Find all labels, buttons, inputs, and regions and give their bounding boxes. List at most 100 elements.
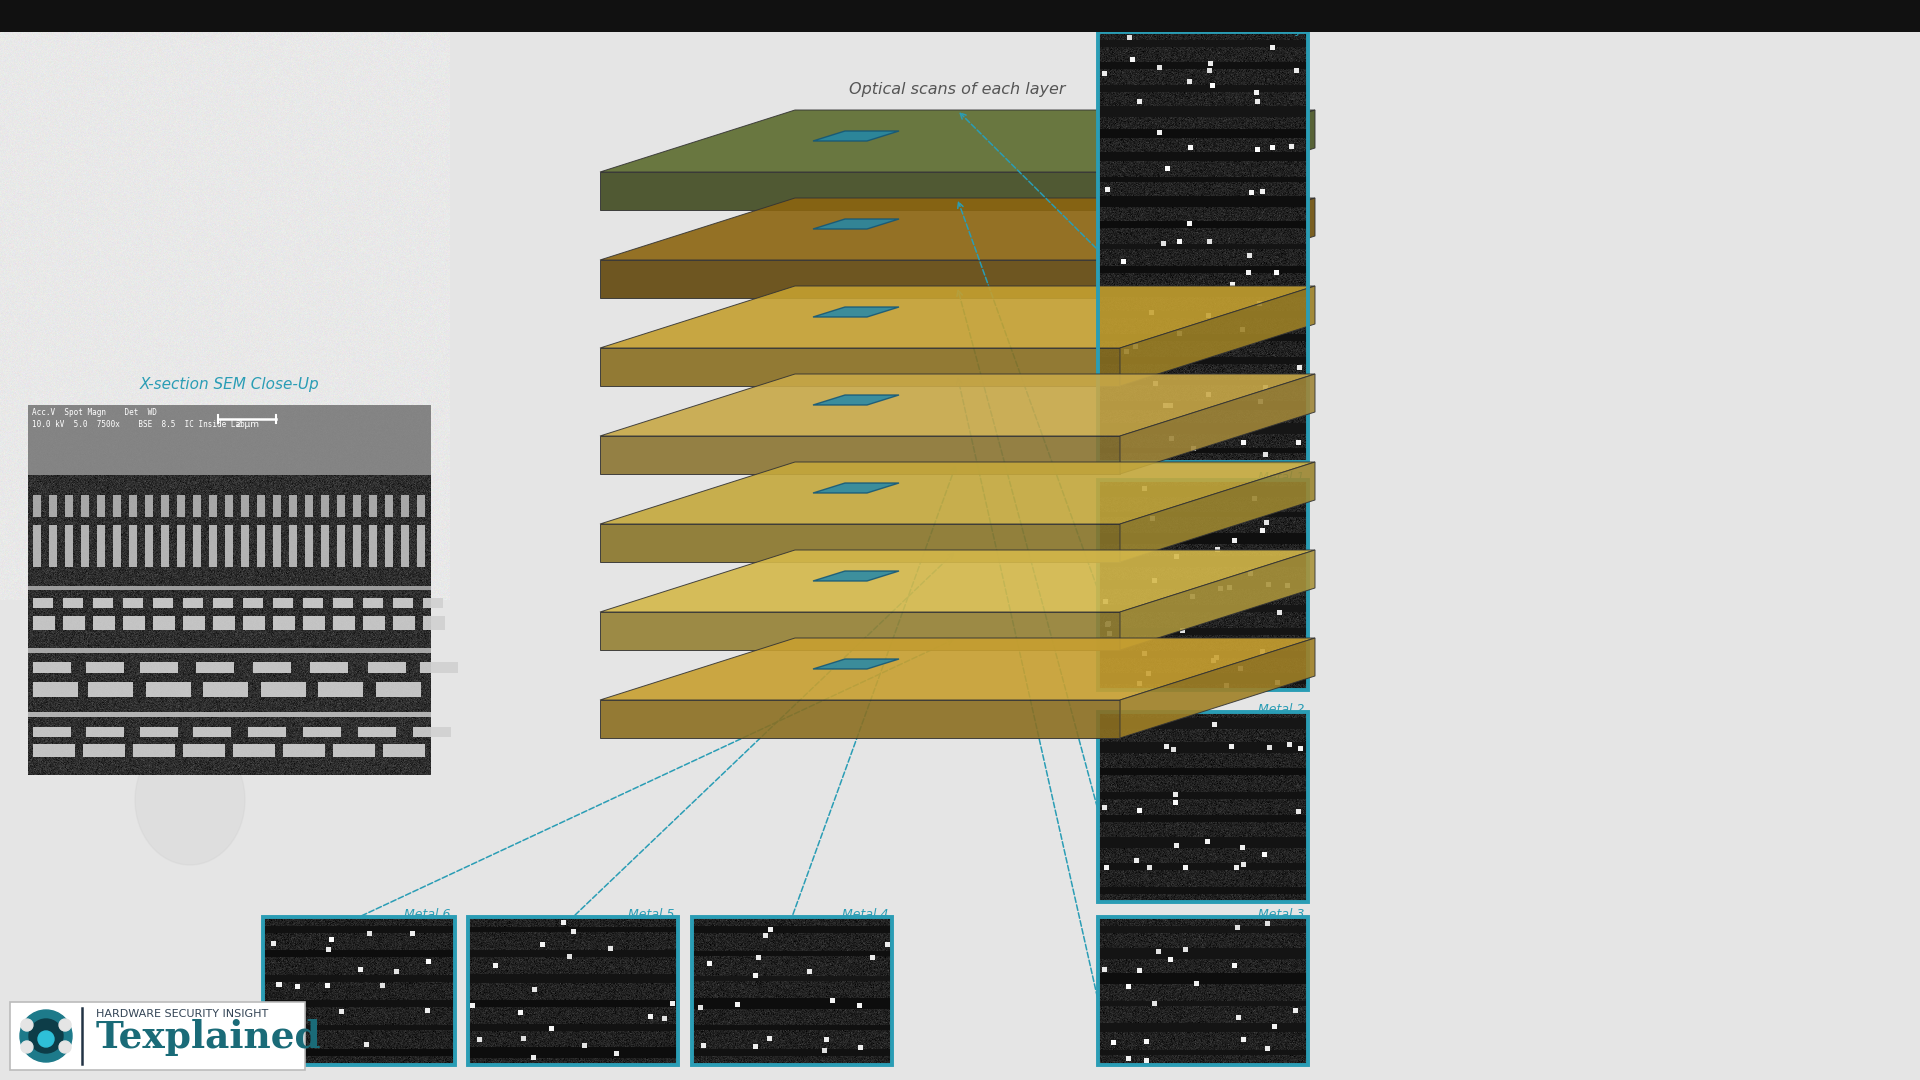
Bar xyxy=(386,495,394,517)
Bar xyxy=(305,495,313,517)
Bar xyxy=(244,598,263,608)
Bar xyxy=(161,525,169,567)
Bar xyxy=(209,495,217,517)
Bar xyxy=(0,0,1920,32)
Circle shape xyxy=(21,1020,33,1031)
Bar xyxy=(81,495,88,517)
Bar xyxy=(209,525,217,567)
Polygon shape xyxy=(1119,462,1315,562)
Bar xyxy=(401,525,409,567)
Bar xyxy=(353,525,361,567)
Text: Metal 6: Metal 6 xyxy=(405,908,451,921)
Polygon shape xyxy=(1119,374,1315,474)
Polygon shape xyxy=(1119,550,1315,650)
Bar xyxy=(129,495,136,517)
Bar xyxy=(132,744,175,757)
Bar xyxy=(242,525,250,567)
Bar xyxy=(182,616,205,630)
Text: Metal 4: Metal 4 xyxy=(841,908,887,921)
Bar xyxy=(290,525,298,567)
Bar xyxy=(257,495,265,517)
Bar xyxy=(363,616,386,630)
Bar xyxy=(305,525,313,567)
Bar xyxy=(353,495,361,517)
Bar xyxy=(29,648,430,653)
Text: Texplained: Texplained xyxy=(96,1020,323,1056)
Bar xyxy=(98,525,106,567)
Bar xyxy=(232,744,275,757)
Text: Poly: Poly xyxy=(1279,23,1304,36)
Bar xyxy=(332,616,355,630)
Bar xyxy=(273,525,280,567)
Text: Metal 3: Metal 3 xyxy=(1258,908,1304,921)
Polygon shape xyxy=(812,483,899,492)
Bar xyxy=(468,917,678,1065)
Bar xyxy=(319,681,363,697)
Bar xyxy=(225,525,232,567)
Bar xyxy=(422,598,444,608)
Bar xyxy=(263,917,455,1065)
Bar xyxy=(92,598,113,608)
Bar xyxy=(417,495,424,517)
Polygon shape xyxy=(599,638,1315,700)
Bar xyxy=(468,917,678,1065)
Bar xyxy=(273,495,280,517)
Bar xyxy=(98,495,106,517)
Bar xyxy=(161,495,169,517)
Bar xyxy=(129,525,136,567)
Bar xyxy=(303,616,324,630)
Bar xyxy=(113,495,121,517)
Circle shape xyxy=(19,1010,73,1062)
Circle shape xyxy=(60,1020,71,1031)
Bar xyxy=(321,495,328,517)
Bar xyxy=(244,616,265,630)
Bar xyxy=(290,495,298,517)
Polygon shape xyxy=(599,524,1119,562)
Bar xyxy=(10,1002,305,1070)
Bar xyxy=(63,598,83,608)
Bar xyxy=(146,525,154,567)
Polygon shape xyxy=(812,571,899,581)
Bar xyxy=(338,525,346,567)
Bar xyxy=(154,616,175,630)
Bar xyxy=(65,525,73,567)
Bar xyxy=(29,586,430,590)
Polygon shape xyxy=(599,550,1315,612)
Bar xyxy=(194,495,202,517)
Polygon shape xyxy=(599,286,1315,348)
Bar xyxy=(369,662,405,673)
Ellipse shape xyxy=(134,735,246,865)
Bar xyxy=(33,681,79,697)
Polygon shape xyxy=(599,462,1315,524)
Polygon shape xyxy=(812,131,899,141)
Bar xyxy=(376,681,420,697)
Bar xyxy=(261,681,305,697)
Polygon shape xyxy=(1119,198,1315,298)
Polygon shape xyxy=(599,172,1119,210)
Bar xyxy=(29,405,430,775)
Circle shape xyxy=(21,1041,33,1053)
Bar xyxy=(242,495,250,517)
Polygon shape xyxy=(599,374,1315,436)
Circle shape xyxy=(60,1041,71,1053)
Bar xyxy=(303,727,342,737)
Bar xyxy=(1098,480,1308,690)
Bar xyxy=(88,681,132,697)
Bar xyxy=(65,495,73,517)
Bar xyxy=(86,727,125,737)
Bar xyxy=(33,616,56,630)
Bar xyxy=(691,917,893,1065)
Bar xyxy=(386,525,394,567)
Bar xyxy=(263,917,455,1065)
Bar xyxy=(140,662,179,673)
Bar xyxy=(213,598,232,608)
Bar xyxy=(86,662,125,673)
Bar xyxy=(33,744,75,757)
Text: 2 μm: 2 μm xyxy=(236,420,259,429)
Bar xyxy=(321,525,328,567)
Bar xyxy=(369,525,376,567)
Bar xyxy=(1098,917,1308,1065)
Bar xyxy=(154,598,173,608)
Bar xyxy=(50,525,58,567)
Polygon shape xyxy=(599,700,1119,738)
